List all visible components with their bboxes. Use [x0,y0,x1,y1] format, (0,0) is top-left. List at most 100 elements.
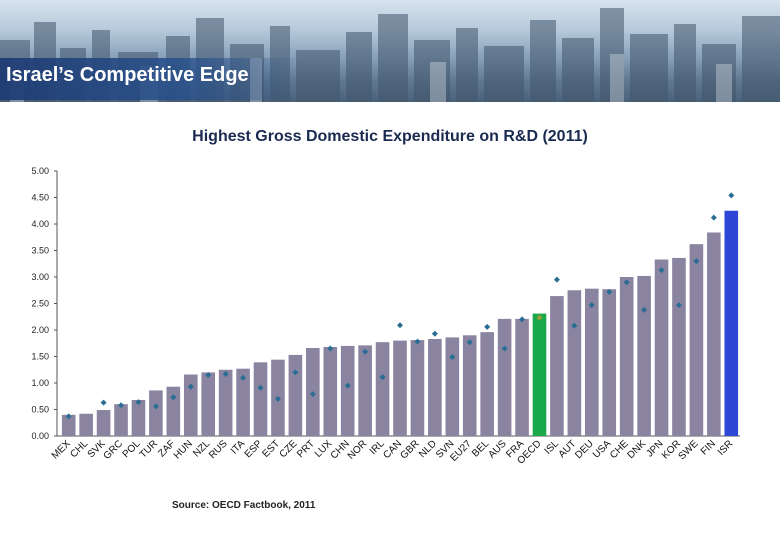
x-tick-label: PRT [295,438,317,460]
marker-eu27 [466,339,473,346]
bar-pol [131,399,146,436]
markers [65,192,735,420]
bar-zaf [166,386,181,436]
marker-swe [693,258,700,265]
marker-ita [240,374,247,381]
bar-svk [96,410,111,436]
marker-svn [449,354,456,361]
x-tick-label: ESP [243,438,265,460]
x-tick-label: USA [591,438,614,461]
bar-swe [689,244,704,436]
x-tick-label: POL [121,438,143,460]
marker-can [397,322,403,329]
marker-lux [327,345,334,352]
marker-aus [501,345,508,352]
bar-dnk [637,275,651,436]
marker-tur [152,403,159,410]
x-tick-label: CHE [608,438,631,461]
marker-cze [292,369,299,376]
y-tick-label: 5.00 [31,166,49,176]
marker-est [274,395,281,402]
bar-bel [480,332,494,436]
x-tick-label: HUN [172,438,195,461]
title-band [0,58,300,100]
marker-fra [519,316,526,323]
marker-jpn [658,267,665,274]
x-tick-label: AUT [557,438,579,460]
y-tick-label: 2.50 [31,299,49,309]
bar-nzl [201,372,216,436]
bar-grc [114,404,128,436]
marker-rus [222,370,229,377]
x-tick-label: CZE [278,438,300,460]
bar-kor [672,257,686,436]
x-tick-label: EST [261,438,283,460]
bar-tur [149,390,163,436]
marker-zaf [170,394,177,401]
bar-irl [375,342,390,436]
y-tick-label: 3.00 [31,272,49,282]
x-tick-label: DEU [573,438,596,461]
bar-svn [445,337,460,436]
x-tick-label: ISR [716,438,736,458]
y-tick-label: 3.50 [31,246,49,256]
marker-isr [728,192,735,199]
y-tick-label: 0.00 [31,431,49,441]
x-tick-label: TUR [138,438,160,460]
bar-esp [253,362,268,436]
source-note: Source: OECD Factbook, 2011 [172,500,316,511]
y-tick-label: 1.00 [31,378,49,388]
x-tick-label: BEL [470,438,491,459]
header-banner: Israel’s Competitive Edge [0,0,780,102]
marker-usa [606,288,613,295]
x-tick-label: CHL [68,438,90,460]
x-tick-label: CAN [381,438,404,461]
y-tick-label: 0.50 [31,405,49,415]
marker-pol [135,399,142,406]
marker-fin [710,214,717,221]
marker-grc [118,402,125,409]
bar-ita [236,368,250,436]
page-title: Israel’s Competitive Edge [6,64,249,86]
x-tick-label: SWE [677,438,701,462]
x-tick-label: FIN [699,438,718,457]
marker-dnk [641,306,648,313]
bar-chl [79,413,93,436]
bar-fin [707,232,721,436]
bar-deu [584,288,599,436]
marker-esp [257,384,264,391]
x-tick-label: DNK [626,438,649,461]
bar-isl [550,296,564,436]
marker-gbr [414,338,421,345]
bar-che [619,277,634,436]
x-tick-label: GRC [102,438,126,462]
marker-nld [431,330,438,337]
marker-aut [571,322,578,329]
marker-nzl [205,372,212,379]
x-tick-label: NLD [417,438,439,460]
bar-jpn [654,259,669,436]
bar-hun [183,374,198,436]
bar-fra [515,318,529,436]
x-tick-label: AUS [486,438,509,461]
y-tick-label: 4.50 [31,193,49,203]
marker-oecd [536,314,543,321]
bar-gbr [410,340,425,436]
y-tick-label: 4.00 [31,219,49,229]
marker-isl [553,276,560,283]
marker-deu [588,302,595,309]
bar-can [393,340,407,436]
marker-kor [675,302,682,309]
bar-lux [323,346,338,436]
x-tick-label: RUS [207,438,230,461]
bar-mex [61,414,76,436]
bar-rus [218,369,233,436]
marker-prt [309,391,316,398]
marker-irl [379,374,386,381]
x-tick-label: GBR [398,438,421,461]
marker-che [623,279,630,286]
marker-mex [65,413,72,420]
bar-cze [288,354,303,436]
bar-isr [724,210,739,436]
